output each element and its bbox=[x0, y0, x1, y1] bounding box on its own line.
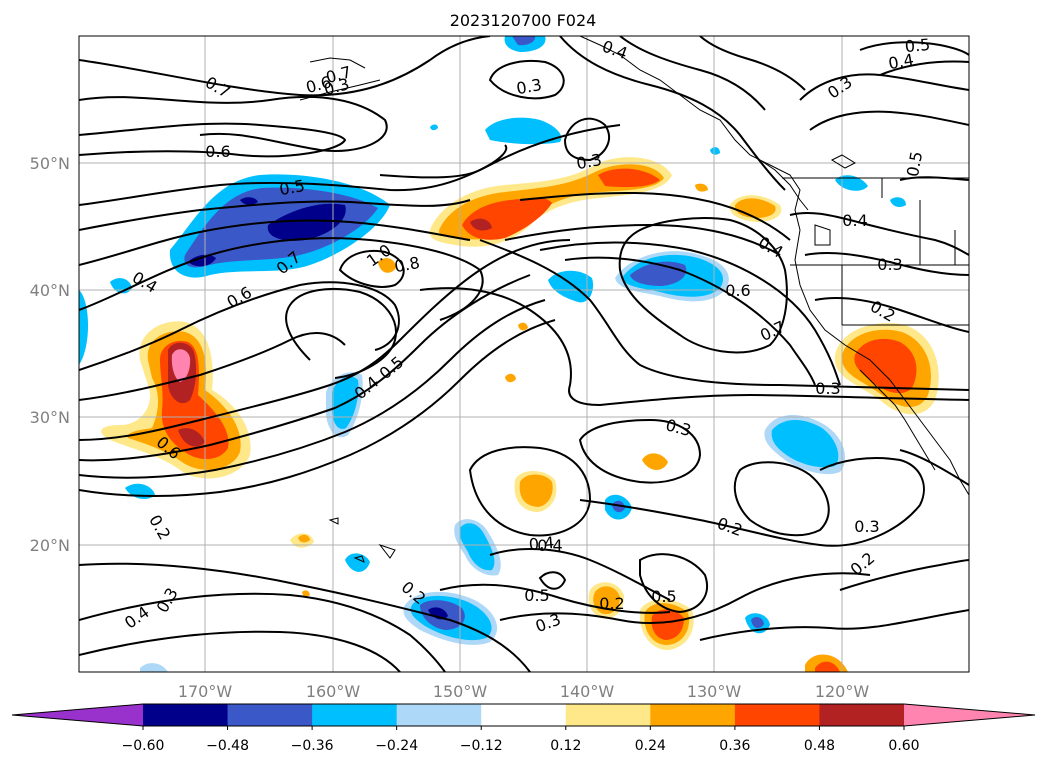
lat-label: 20°N bbox=[30, 536, 70, 555]
colorbar-extend-high bbox=[904, 704, 1035, 726]
negative-anomaly-region bbox=[267, 203, 346, 241]
map-frame bbox=[78, 35, 970, 673]
negative-anomaly-region bbox=[710, 147, 720, 155]
positive-anomaly-region bbox=[470, 218, 492, 231]
colorbar: −0.60 −0.48 −0.36 −0.24 −0.12 0.12 0.24 0.36 0.4… bbox=[11, 703, 1036, 754]
contour-label: 0.3 bbox=[575, 150, 603, 173]
negative-anomaly-region bbox=[751, 616, 764, 629]
latitude-labels: 50°N 40°N 30°N 20°N bbox=[30, 154, 70, 555]
colorbar-tick-label: −0.60 bbox=[122, 738, 165, 754]
colorbar-tick-label: 0.36 bbox=[719, 738, 750, 754]
negative-anomaly-region bbox=[512, 36, 536, 46]
colorbar-tick-label: −0.48 bbox=[206, 738, 249, 754]
contour-label: 0.4 bbox=[537, 536, 562, 555]
negative-anomaly-region bbox=[890, 197, 906, 208]
colorbar-segment bbox=[143, 704, 229, 726]
contour-lines bbox=[79, 36, 969, 672]
contour-label: 0.3 bbox=[515, 75, 543, 98]
negative-anomaly-region bbox=[612, 500, 625, 513]
contour-label: 0.5 bbox=[904, 35, 931, 56]
contour-label: 0.3 bbox=[877, 255, 902, 274]
positive-anomaly-region bbox=[505, 373, 516, 383]
lon-label: 160°W bbox=[306, 682, 361, 701]
colorbar-tick-label: −0.12 bbox=[460, 738, 503, 754]
contour-label: 0.4 bbox=[887, 50, 915, 73]
contour-label: 0.4 bbox=[528, 533, 555, 554]
positive-anomaly-region bbox=[298, 534, 310, 543]
graticule bbox=[79, 36, 969, 672]
negative-anomaly-region bbox=[771, 419, 839, 468]
map-title: 2023120700 F024 bbox=[450, 11, 597, 30]
positive-anomaly-region bbox=[378, 258, 396, 273]
negative-anomaly-region bbox=[485, 117, 562, 145]
negative-anomaly-region bbox=[835, 175, 868, 191]
contour-label: 0.2 bbox=[599, 594, 624, 613]
colorbar-extend-low bbox=[12, 704, 143, 726]
colorbar-segment bbox=[819, 704, 905, 726]
longitude-labels: 170°W 160°W 150°W 140°W 130°W 120°W bbox=[178, 682, 870, 701]
negative-anomaly-region bbox=[140, 663, 168, 672]
positive-anomaly-region bbox=[598, 168, 660, 188]
colorbar-tick-label: −0.36 bbox=[291, 738, 334, 754]
lon-label: 170°W bbox=[178, 682, 233, 701]
contour-label: 0.3 bbox=[854, 517, 879, 536]
colorbar-tick-label: 0.12 bbox=[550, 738, 581, 754]
contour-label: 0.6 bbox=[205, 142, 230, 161]
negative-anomaly-region bbox=[459, 523, 495, 571]
map-panel: 0.5 0.4 0.3 0.7 0.6 0.5 0.7 0.6 0.4 0.3 … bbox=[79, 35, 969, 672]
negative-anomaly-region bbox=[188, 254, 216, 267]
colorbar-segment bbox=[650, 704, 736, 726]
contour-label: 0.5 bbox=[524, 586, 549, 605]
positive-anomaly-region bbox=[171, 349, 191, 382]
contour-label: 0.5 bbox=[651, 587, 676, 606]
colorbar-segment bbox=[481, 704, 567, 726]
colorbar-tick-label: 0.24 bbox=[635, 738, 666, 754]
lat-label: 40°N bbox=[30, 281, 70, 300]
colorbar-segment bbox=[396, 704, 482, 726]
lat-label: 30°N bbox=[30, 408, 70, 427]
contour-label: 0.3 bbox=[815, 379, 840, 398]
negative-anomaly-region bbox=[430, 124, 438, 131]
positive-anomaly-region bbox=[178, 428, 205, 447]
colorbar-segment bbox=[565, 704, 651, 726]
contour-label: 0.5 bbox=[278, 176, 306, 199]
colorbar-tick-label: −0.24 bbox=[375, 738, 418, 754]
negative-anomaly-region bbox=[240, 197, 258, 205]
colorbar-segment bbox=[227, 704, 313, 726]
contour-label: 0.5 bbox=[903, 150, 926, 178]
lon-label: 140°W bbox=[560, 682, 615, 701]
positive-anomaly-region bbox=[695, 183, 708, 192]
contour-label: 0.4 bbox=[842, 211, 867, 230]
positive-anomaly-region bbox=[518, 322, 528, 331]
negative-anomaly-region bbox=[548, 270, 594, 303]
positive-anomaly-region bbox=[519, 474, 553, 507]
colorbar-segment bbox=[312, 704, 398, 726]
negative-anomaly-region bbox=[345, 553, 370, 572]
lon-label: 150°W bbox=[433, 682, 488, 701]
contour-label: 0.8 bbox=[393, 253, 421, 276]
lon-label: 120°W bbox=[815, 682, 870, 701]
positive-anomaly-region bbox=[642, 453, 668, 470]
colorbar-segment bbox=[734, 704, 820, 726]
colorbar-tick-label: 0.60 bbox=[888, 738, 919, 754]
lon-label: 130°W bbox=[687, 682, 742, 701]
positive-anomaly-region bbox=[302, 590, 310, 597]
lat-label: 50°N bbox=[30, 154, 70, 173]
positive-anomaly-region bbox=[651, 609, 684, 640]
colorbar-tick-label: 0.48 bbox=[804, 738, 835, 754]
contour-label: 0.6 bbox=[725, 281, 750, 300]
positive-anomaly-region bbox=[815, 661, 840, 672]
